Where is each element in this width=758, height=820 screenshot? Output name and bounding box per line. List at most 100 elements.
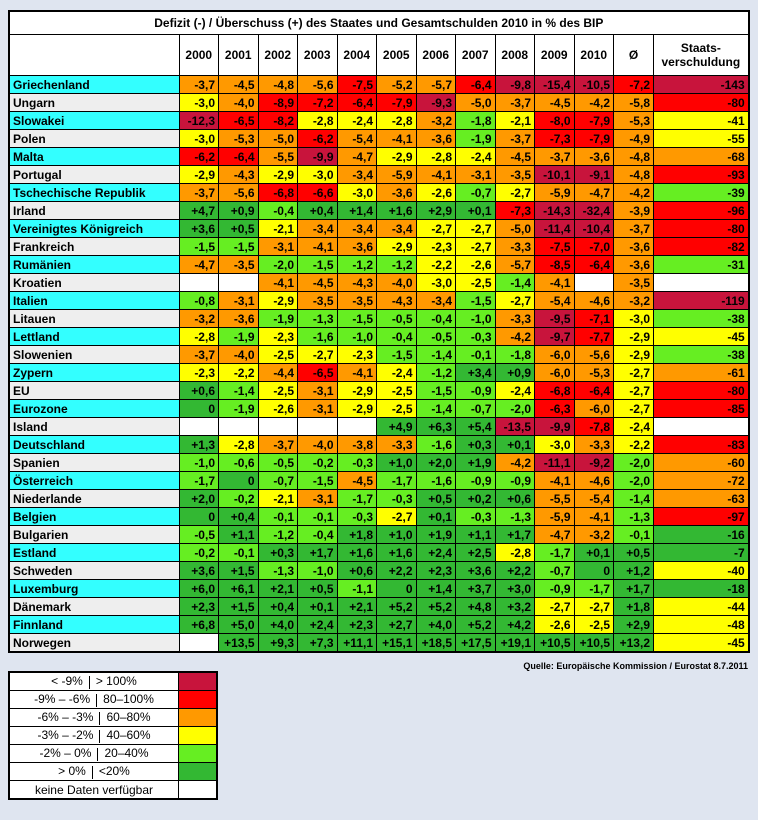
value-cell: +19,1	[494, 633, 535, 653]
header-row: 2000 2001 2002 2003 2004 2005 2006 2007 2008 2009…	[8, 34, 750, 76]
value-cell: -0,2	[218, 489, 259, 508]
country-name: Belgien	[8, 507, 180, 526]
value-cell: +0,3	[455, 435, 496, 454]
country-row: EU +0,6 -1,4 -2,5 -3,1 -2,9 -2,5 -1,5 -0,9 -2,4 -6…	[8, 381, 750, 400]
value-cell: -3,0	[178, 93, 219, 112]
value-cell: -2,9	[257, 165, 298, 184]
value-cell: -2,9	[336, 381, 377, 400]
country-row: Österreich -1,7 0 -0,7 -1,5 -4,5 -1,7 -1,6 -0,9-…	[8, 471, 750, 490]
value-cell: -0,5	[415, 327, 456, 346]
value-cell: -4,3	[336, 273, 377, 292]
value-cell: -0,3	[336, 453, 377, 472]
debt-cell: -38	[652, 345, 750, 364]
value-cell: +0,3	[257, 543, 298, 562]
value-cell: -4,0	[218, 93, 259, 112]
value-cell: -0,7	[257, 471, 298, 490]
debt-cell: -61	[652, 363, 750, 382]
value-cell: -0,9	[455, 471, 496, 490]
value-cell: +1,4	[415, 579, 456, 598]
value-cell: +10,5	[534, 633, 575, 653]
debt-cell: -68	[652, 147, 750, 166]
value-cell: -1,1	[336, 579, 377, 598]
value-cell: -6,2	[178, 147, 219, 166]
value-cell: -6,4	[218, 147, 259, 166]
value-cell: -1,2	[415, 363, 456, 382]
value-cell: -4,4	[257, 363, 298, 382]
value-cell: -4,1	[415, 165, 456, 184]
value-cell	[218, 273, 259, 292]
country-name: Spanien	[8, 453, 180, 472]
value-cell: -2,0	[613, 453, 654, 472]
value-cell: -3,5	[613, 273, 654, 292]
value-cell: -2,9	[336, 399, 377, 418]
value-cell: -3,5	[218, 255, 259, 274]
value-cell: +5,4	[455, 417, 496, 436]
value-cell: -3,3	[494, 309, 535, 328]
value-cell: +0,6	[178, 381, 219, 400]
value-cell: -7,3	[494, 201, 535, 220]
country-row: Eurozone 0 -1,9 -2,6 -3,1 -2,9 -2,5 -1,4 -0,7 -2,…	[8, 399, 750, 418]
value-cell: +3,6	[178, 219, 219, 238]
country-name: Schweden	[8, 561, 180, 580]
value-cell: -2,8	[376, 111, 417, 130]
value-cell: -8,0	[534, 111, 575, 130]
value-cell: +1,8	[336, 525, 377, 544]
value-cell: -2,9	[376, 237, 417, 256]
value-cell: -5,0	[494, 219, 535, 238]
value-cell: -2,6	[534, 615, 575, 634]
value-cell: -2,4	[455, 147, 496, 166]
value-cell: +0,2	[455, 489, 496, 508]
legend-row: -6% – -3% 60–80%	[8, 708, 218, 727]
value-cell: -2,9	[613, 327, 654, 346]
legend-swatch	[178, 762, 218, 781]
value-cell: +4,7	[178, 201, 219, 220]
country-row: Niederlande +2,0 -0,2 -2,1 -3,1 -1,7 -0,3 +0,5 +…	[8, 489, 750, 508]
value-cell: -3,6	[376, 183, 417, 202]
country-name: Polen	[8, 129, 180, 148]
value-cell: -2,0	[494, 399, 535, 418]
debt-cell: -44	[652, 597, 750, 616]
debt-cell: -38	[652, 309, 750, 328]
value-cell: -3,0	[336, 183, 377, 202]
value-cell: -1,7	[336, 489, 377, 508]
value-cell: -0,3	[455, 327, 496, 346]
value-cell: -5,7	[494, 255, 535, 274]
value-cell: -2,7	[376, 507, 417, 526]
value-cell: +1,5	[218, 561, 259, 580]
legend-label: -3% – -2% 40–60%	[8, 726, 179, 745]
value-cell: -7,0	[573, 237, 614, 256]
value-cell: -6,0	[534, 345, 575, 364]
value-cell: -3,4	[336, 219, 377, 238]
value-cell: -3,9	[613, 201, 654, 220]
column-header: 2002	[257, 34, 298, 76]
value-cell: -6,0	[573, 399, 614, 418]
debt-cell: -97	[652, 507, 750, 526]
table-body: Griechenland -3,7 -4,5 -4,8 -5,6 -7,5 -5,2 -5,7…	[8, 75, 750, 653]
value-cell: -7,2	[613, 75, 654, 94]
value-cell: +2,9	[415, 201, 456, 220]
value-cell: -2,7	[455, 219, 496, 238]
value-cell: +1,1	[218, 525, 259, 544]
country-row: Schweden +3,6 +1,5 -1,3 -1,0 +0,6 +2,2 +2,3 +3,6…	[8, 561, 750, 580]
value-cell: -1,7	[376, 471, 417, 490]
value-cell: -6,0	[534, 363, 575, 382]
value-cell: -2,5	[455, 273, 496, 292]
value-cell: -1,9	[257, 309, 298, 328]
legend-separator	[91, 765, 93, 779]
value-cell: +2,9	[613, 615, 654, 634]
country-row: Ungarn -3,0 -4,0 -8,9 -7,2 -6,4 -7,9 -9,3 -5,0 -3…	[8, 93, 750, 112]
value-cell	[178, 633, 219, 653]
value-cell: -3,5	[336, 291, 377, 310]
value-cell: -1,9	[218, 327, 259, 346]
value-cell: +0,5	[297, 579, 338, 598]
value-cell: -3,4	[336, 165, 377, 184]
country-row: Zypern -2,3 -2,2 -4,4 -6,5 -4,1 -2,4 -1,2 +3,4 +0…	[8, 363, 750, 382]
column-header: Staats- verschuldung	[652, 34, 750, 76]
value-cell: -4,5	[534, 93, 575, 112]
value-cell: -0,6	[218, 453, 259, 472]
value-cell: +4,0	[415, 615, 456, 634]
column-header: 2001	[218, 34, 259, 76]
value-cell: -3,0	[178, 129, 219, 148]
value-cell: -6,2	[297, 129, 338, 148]
